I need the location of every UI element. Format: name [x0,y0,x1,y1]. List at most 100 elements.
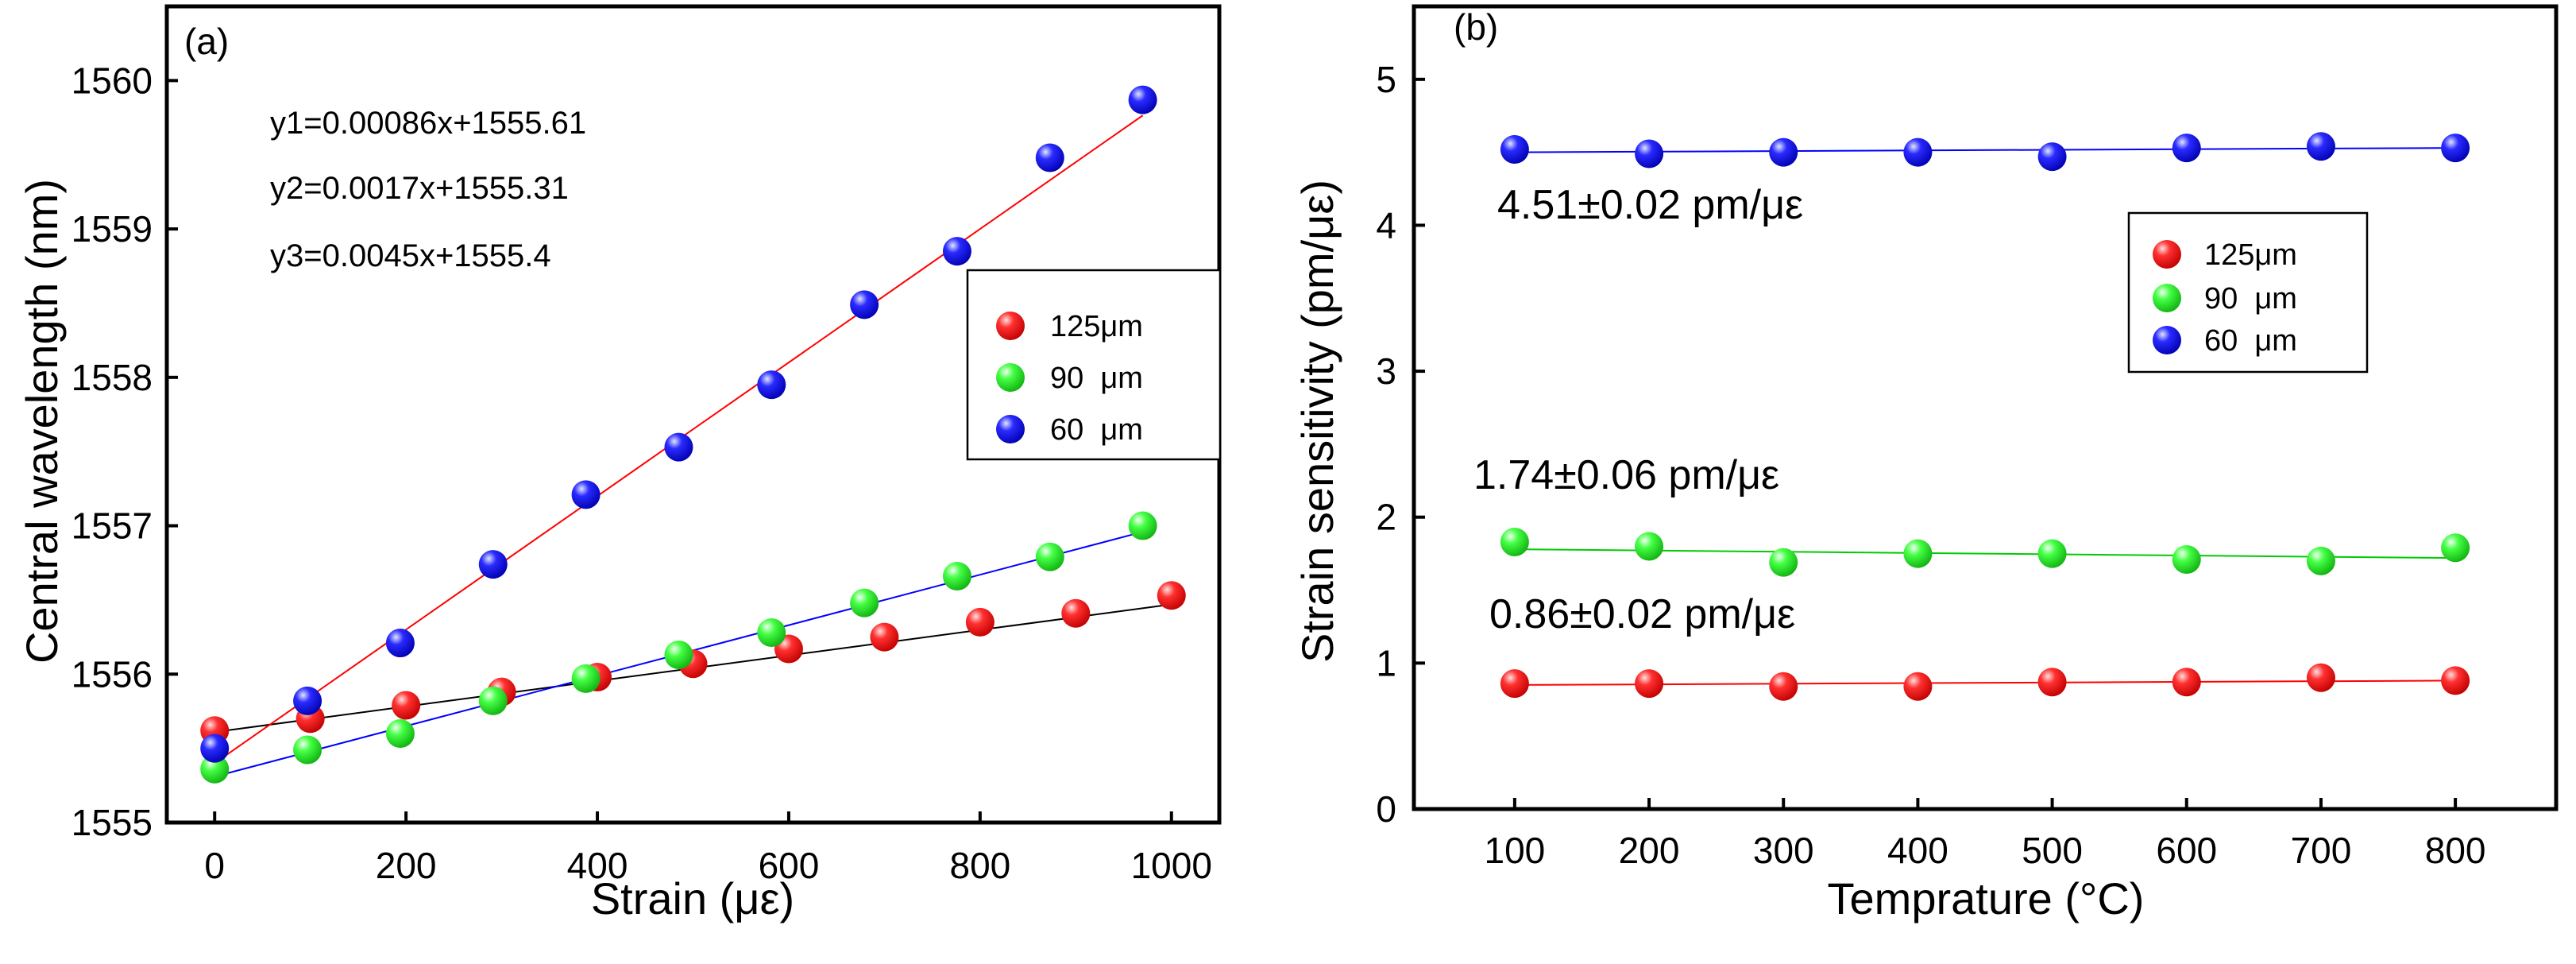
panel-a-point-90um-5 [664,640,693,669]
panel-b-label: (b) [1454,6,1498,48]
panel-a-x-tick-label-200: 200 [376,845,437,886]
panel-b-point-60um-1 [1635,139,1664,168]
panel-a-point-60um-8 [942,237,971,266]
panel-a-point-90um-6 [757,618,786,647]
panel-b-legend-marker-60um [2153,326,2181,354]
panel-b-point-125um-7 [2441,666,2470,695]
panel-a-point-125um-9 [1061,598,1091,628]
panel-b-point-90um-3 [1903,539,1933,568]
panel-a-point-90um-8 [942,562,971,591]
panel-b-x-tick-label-800: 800 [2425,830,2486,871]
panel-b-x-tick-label-100: 100 [1485,830,1546,871]
equation-y1: y1=0.00086x+1555.61 [270,106,586,141]
panel-b-point-90um-2 [1769,548,1798,577]
panel-a-legend-marker-60um [996,415,1025,443]
equation-y3: y3=0.0045x+1555.4 [270,238,551,273]
panel-a-x-tick-label-400: 400 [567,845,628,886]
panel-a-y-tick-label-1560: 1560 [71,60,153,101]
panel-a-label: (a) [184,21,229,62]
panel-a-point-90um-10 [1128,511,1157,540]
panel-a-point-125um-7 [870,622,899,652]
panel-a-legend-marker-90um [996,363,1025,392]
panel-b: (b) 100 200 300 400 500 600 700 800 0 1 2 3 4 5 4.51±… [1292,4,2559,923]
panel-a-y-tick-label-1559: 1559 [71,208,153,250]
panel-a-point-60um-7 [850,290,879,319]
panel-b-x-tick-label-300: 300 [1753,830,1814,871]
panel-a-point-90um-1 [293,735,322,765]
annotation-90um: 1.74±0.06 pm/με [1473,452,1779,498]
panel-b-point-60um-7 [2441,134,2470,163]
panel-b-point-90um-4 [2037,539,2067,568]
panel-a-legend: 125μm 90 μm 60 μm [966,269,1222,461]
panel-b-point-60um-4 [2037,142,2067,172]
panel-a-y-tick-label-1555: 1555 [71,802,153,843]
panel-a-point-60um-6 [757,370,786,400]
panel-a-legend-label-90um: 90 μm [1050,362,1143,395]
panel-a-x-tick-label-600: 600 [759,845,820,886]
panel-b-fit-line-90um [1514,548,2456,559]
panel-b-point-60um-5 [2172,134,2201,163]
panel-b-legend-label-60um: 60 μm [2204,324,2297,358]
panel-b-legend-marker-90um [2153,284,2181,312]
panel-b-point-90um-5 [2172,544,2201,574]
panel-a-point-90um-7 [850,588,879,618]
panel-a-y-tick-label-1556: 1556 [71,653,153,695]
panel-b-point-90um-0 [1500,527,1529,556]
panel-a-y-axis-title: Central wavelength (nm) [17,179,67,664]
panel-b-point-125um-3 [1903,672,1933,701]
panel-b-y-tick-label-0: 0 [1376,788,1396,830]
panel-a-point-60um-10 [1128,85,1157,114]
panel-b-legend-label-125um: 125μm [2204,238,2297,272]
panel-b-fit-line-60um [1514,147,2456,153]
panel-a-point-60um-3 [478,550,508,579]
equation-y2: y2=0.0017x+1555.31 [270,171,569,206]
panel-b-x-tick-label-200: 200 [1619,830,1680,871]
panel-b-y-tick-label-1: 1 [1376,642,1396,683]
panel-b-x-tick-label-700: 700 [2291,830,2352,871]
panel-b-x-axis-title: Temprature (°C) [1828,873,2145,923]
panel-a-point-125um-8 [965,607,994,637]
panel-a-point-125um-2 [392,691,421,720]
panel-b-point-125um-0 [1500,669,1529,699]
panel-b-point-125um-4 [2037,668,2067,697]
panel-a-point-60um-4 [571,480,601,509]
panel-a-plot-area: 0 200 400 600 800 1000 1555 1556 1557 1558 1559 156… [71,60,1212,886]
panel-b-fit-line-125um [1514,679,2456,686]
panel-b-x-tick-label-600: 600 [2156,830,2217,871]
panel-b-legend-label-90um: 90 μm [2204,282,2297,316]
panel-a-x-axis-title: Strain (με) [591,873,794,923]
panel-b-point-90um-1 [1635,532,1664,561]
panel-a-point-90um-0 [200,754,230,784]
panel-b-point-90um-7 [2441,533,2470,563]
panel-b-point-125um-2 [1769,672,1798,701]
panel-b-x-tick-label-400: 400 [1887,830,1948,871]
panel-a-point-90um-2 [385,718,415,748]
panel-a-equations: y1=0.00086x+1555.61 y2=0.0017x+1555.31 y… [270,106,586,273]
panel-b-plot-area: 100 200 300 400 500 600 700 800 0 1 2 3 4 5 [1376,59,2485,871]
panel-a-legend-label-60um: 60 μm [1050,413,1143,447]
panel-a-point-90um-9 [1035,542,1064,571]
annotation-125um: 0.86±0.02 pm/με [1489,591,1795,637]
panel-b-point-60um-2 [1769,137,1798,167]
panel-a-point-60um-2 [385,629,415,658]
panel-b-point-125um-6 [2306,663,2335,692]
panel-a: (a) y1=0.00086x+1555.61 y2=0.0017x+1555.… [17,4,1222,923]
panel-a-x-tick-label-800: 800 [949,845,1010,886]
panel-b-y-tick-label-2: 2 [1376,497,1396,538]
panel-b-legend: 125μm 90 μm 60 μm [2127,211,2369,374]
panel-a-point-90um-4 [571,664,601,693]
panel-a-x-tick-label-1000: 1000 [1131,845,1212,886]
panel-b-y-tick-label-5: 5 [1376,59,1396,100]
panel-b-point-90um-6 [2306,546,2335,575]
panel-a-point-125um-10 [1157,581,1186,610]
panel-b-point-125um-1 [1635,669,1664,699]
panel-b-point-60um-3 [1903,137,1933,167]
panel-b-frame [1412,4,2559,811]
panel-b-point-125um-5 [2172,668,2201,697]
panel-a-point-60um-0 [200,734,230,763]
panel-b-y-tick-label-3: 3 [1376,350,1396,392]
panel-a-x-tick-label-0: 0 [204,845,225,886]
panel-b-legend-marker-125um [2153,240,2181,269]
panel-b-point-60um-6 [2306,132,2335,161]
